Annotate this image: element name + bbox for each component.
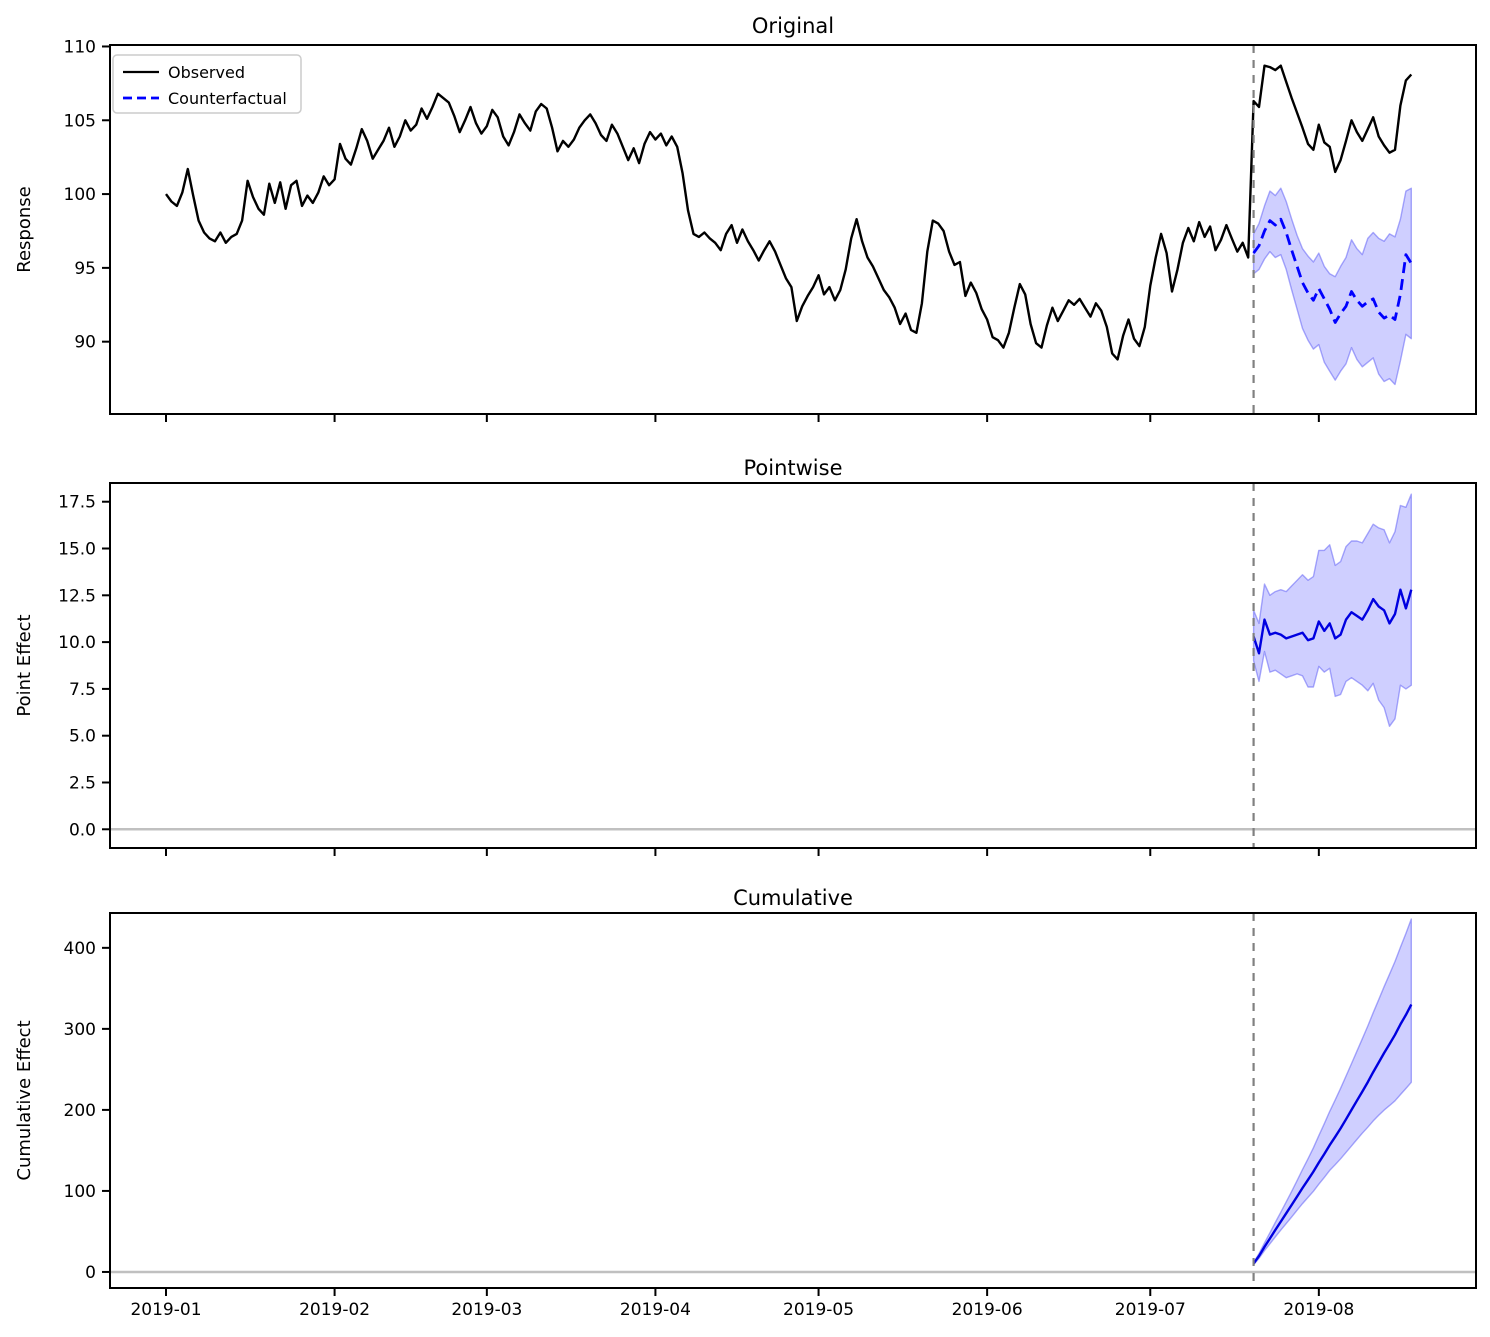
y-tick-label: 17.5 [58,493,96,513]
x-tick-label: 2019-05 [783,1300,854,1320]
x-tick-label: 2019-04 [620,1300,691,1320]
point-effect-line [1252,588,1413,655]
legend-observed-label: Observed [168,63,245,82]
cumulative-effect-line [1252,1003,1413,1265]
y-tick-label: 200 [64,1101,96,1121]
panel-title-pointwise: Pointwise [743,456,842,480]
y-tick-label: 12.5 [58,586,96,606]
axes-frame [109,912,1477,1289]
confidence-band [1252,187,1413,386]
ylabel-cumulative-effect: Cumulative Effect [14,1020,35,1180]
counterfactual-line [1252,217,1413,324]
y-tick-label: 10.0 [58,633,96,653]
legend-box [112,54,302,114]
y-tick-label: 15.0 [58,540,96,560]
y-tick-label: 400 [64,939,96,959]
panel-title-original: Original [752,14,834,38]
observed-line [165,64,1413,361]
x-tick-label: 2019-08 [1283,1300,1354,1320]
y-tick-label: 2.5 [69,773,96,793]
y-tick-label: 100 [64,185,96,205]
x-tick-label: 2019-01 [130,1300,201,1320]
confidence-band [1252,918,1413,1266]
y-tick-label: 7.5 [69,680,96,700]
y-tick-label: 300 [64,1020,96,1040]
panel-pointwise: 0.0 2.5 5.0 7.5 10.0 12.5 15.0 17.5 [58,482,1477,856]
legend-counterfactual-label: Counterfactual [168,89,287,108]
x-tick-label: 2019-07 [1115,1300,1186,1320]
confidence-band [1252,493,1413,727]
x-tick-label: 2019-02 [299,1300,370,1320]
x-tick-label: 2019-03 [451,1300,522,1320]
panel-cumulative: 0 100 200 300 400 2019-01 2019-02 2019-03 2019-0… [64,912,1477,1320]
x-tick-label: 2019-06 [952,1300,1023,1320]
legend: Observed Counterfactual [112,54,302,114]
panel-title-cumulative: Cumulative [733,886,853,910]
ylabel-point-effect: Point Effect [14,614,35,716]
y-tick-label: 0 [85,1263,96,1283]
ylabel-response: Response [14,186,35,272]
y-tick-label: 5.0 [69,727,96,747]
axes-frame [109,44,1477,415]
y-tick-label: 110 [64,37,96,57]
y-tick-label: 90 [74,333,96,353]
panel-original: 90 95 100 105 110 [64,37,1477,422]
axes-frame [109,482,1477,849]
y-tick-label: 105 [64,111,96,131]
y-tick-label: 95 [74,259,96,279]
y-tick-label: 100 [64,1182,96,1202]
y-tick-label: 0.0 [69,820,96,840]
